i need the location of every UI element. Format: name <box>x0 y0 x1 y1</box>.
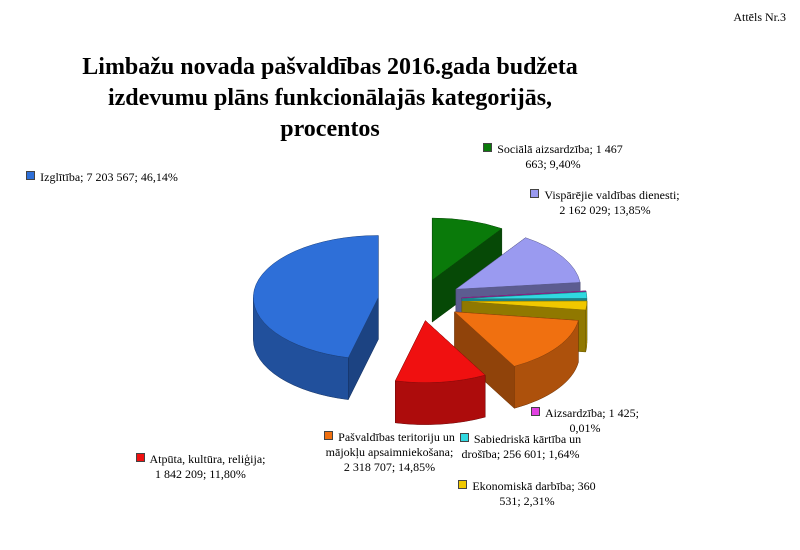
label-text: Sociālā aizsardzība; 1 467 663; 9,40% <box>497 142 623 171</box>
slice <box>461 291 588 300</box>
label-marker <box>324 431 334 440</box>
label-text: Pašvaldības teritoriju un mājokļu apsaim… <box>325 430 455 474</box>
label-marker <box>135 453 145 462</box>
slice <box>253 235 379 358</box>
slice <box>431 217 503 281</box>
label-text: Izglītība; 7 203 567; 46,14% <box>40 170 178 184</box>
label-marker <box>459 433 469 442</box>
data-label: Ekonomiskā darbība; 360 531; 2,31% <box>452 479 602 509</box>
slice <box>461 300 588 311</box>
slice <box>394 320 486 383</box>
label-marker <box>26 171 36 180</box>
label-marker <box>458 480 468 489</box>
slice <box>455 237 581 290</box>
chart-title: Limbažu novada pašvaldības 2016.gada bud… <box>82 54 578 142</box>
label-text: Atpūta, kultūra, reliģija; 1 842 209; 11… <box>149 452 266 481</box>
slice <box>453 311 579 367</box>
label-text: Vispārējie valdības dienesti; 2 162 029;… <box>544 188 680 217</box>
label-text: Aizsardzība; 1 425; 0,01% <box>545 406 639 435</box>
data-label: Pašvaldības teritoriju un mājokļu apsaim… <box>322 430 457 475</box>
data-label: Izglītība; 7 203 567; 46,14% <box>22 170 182 185</box>
label-marker <box>530 189 540 198</box>
label-text: Sabiedriskā kārtība un drošība; 256 601;… <box>461 432 582 461</box>
data-label: Sabiedriskā kārtība un drošība; 256 601;… <box>458 432 583 462</box>
data-label: Atpūta, kultūra, reliģija; 1 842 209; 11… <box>133 452 268 482</box>
data-label: Sociālā aizsardzība; 1 467 663; 9,40% <box>478 142 628 172</box>
data-label: Aizsardzība; 1 425; 0,01% <box>520 406 650 436</box>
label-marker <box>483 143 493 152</box>
label-text: Ekonomiskā darbība; 360 531; 2,31% <box>472 479 596 508</box>
slice <box>461 290 587 298</box>
data-label: Vispārējie valdības dienesti; 2 162 029;… <box>530 188 680 218</box>
label-marker <box>531 407 540 416</box>
figure-label: Attēls Nr.3 <box>733 10 786 24</box>
